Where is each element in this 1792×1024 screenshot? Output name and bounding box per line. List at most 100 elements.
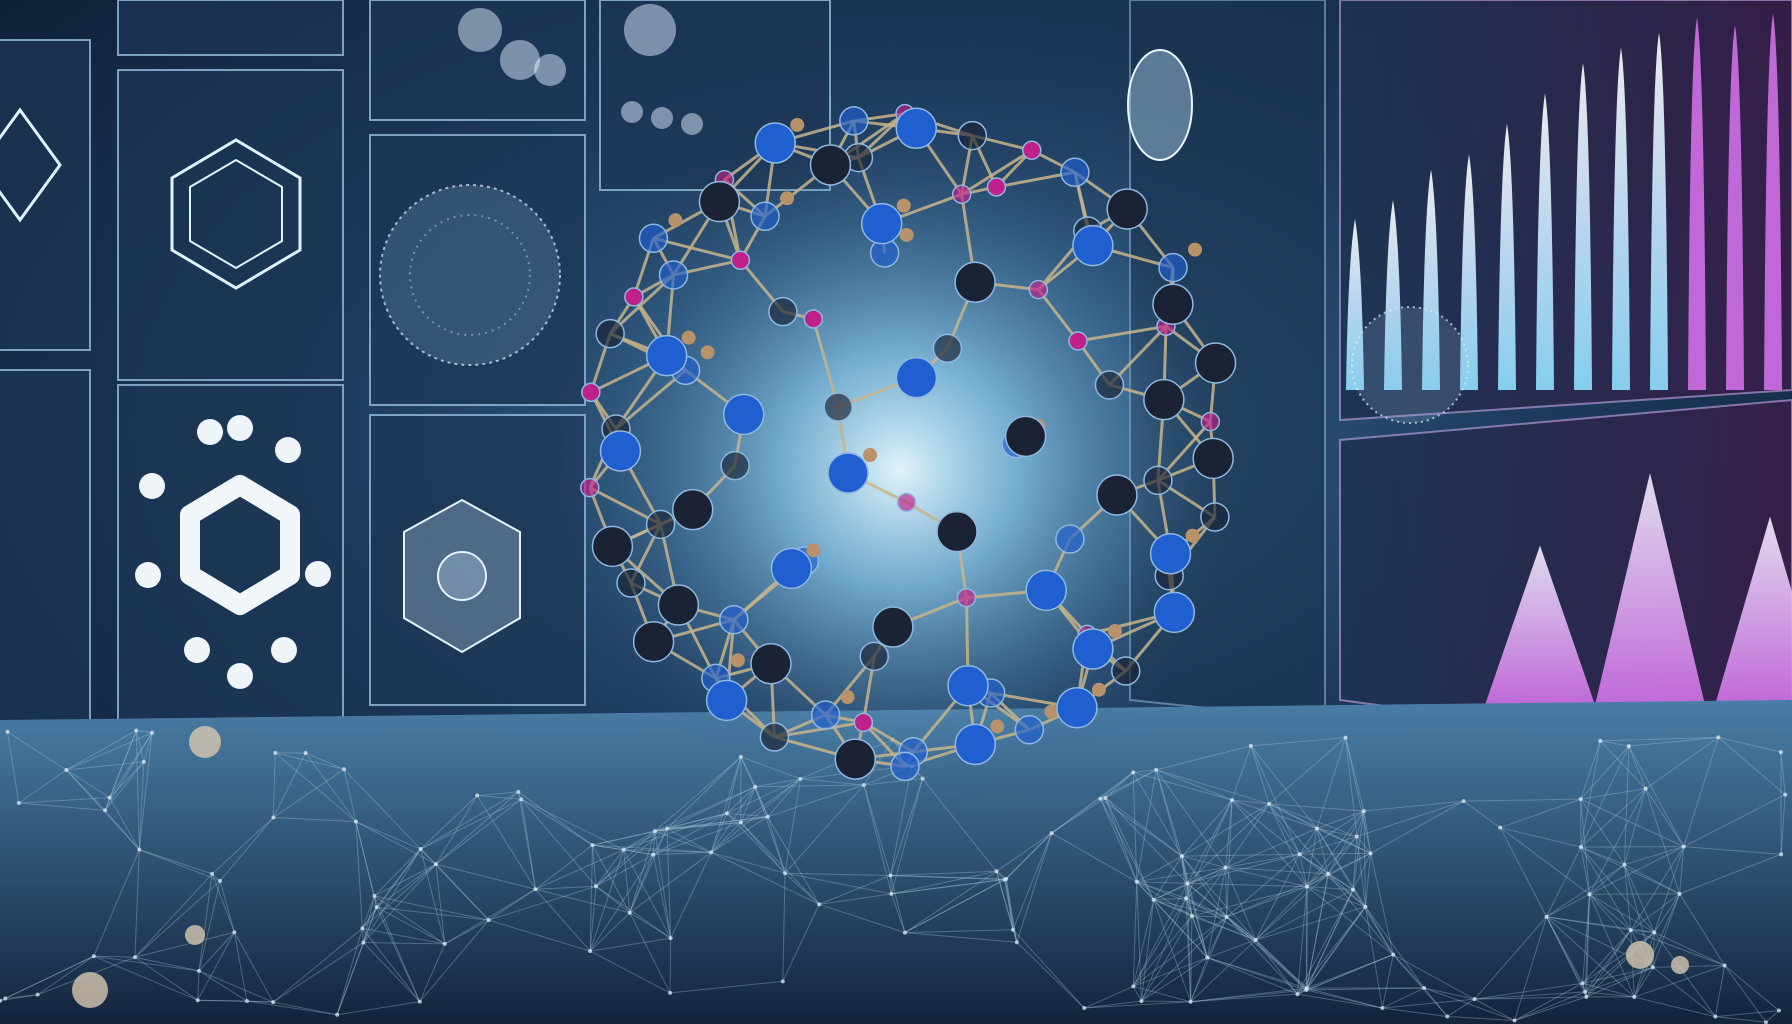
molecule-ring-icon	[135, 415, 331, 689]
atom	[645, 334, 688, 377]
atom	[730, 653, 745, 668]
lattice-sphere-icon	[1351, 306, 1469, 424]
atom	[1149, 532, 1192, 575]
atom	[936, 510, 978, 553]
atom	[1200, 411, 1221, 432]
atom	[1068, 331, 1088, 351]
atom	[872, 606, 914, 648]
spike-mark	[1764, 13, 1782, 391]
atom	[896, 198, 911, 213]
atom	[681, 330, 696, 345]
atom	[719, 604, 749, 635]
atom	[1111, 656, 1141, 686]
atom	[1072, 224, 1114, 267]
core-glow	[560, 130, 1240, 810]
atom	[1200, 502, 1230, 532]
peak-mark	[1485, 545, 1595, 705]
hexagon-icon	[458, 4, 703, 135]
atom	[754, 122, 796, 164]
atom	[834, 738, 877, 780]
lattice-sphere-icon	[379, 184, 561, 366]
atom	[581, 382, 601, 403]
atom	[863, 448, 878, 463]
atom	[1143, 378, 1185, 421]
spike-mark	[1422, 169, 1440, 390]
atom	[591, 525, 634, 568]
atom	[1022, 140, 1042, 161]
atom	[1025, 569, 1067, 612]
atom	[810, 700, 841, 730]
atom	[657, 584, 700, 626]
spike-chart	[1346, 13, 1782, 391]
atom	[658, 260, 689, 290]
atom	[1143, 465, 1173, 496]
atom	[759, 722, 790, 752]
atom	[722, 393, 765, 436]
atom	[947, 664, 989, 707]
atom	[1188, 242, 1203, 257]
spike-mark	[1650, 32, 1668, 391]
atom	[823, 392, 853, 422]
atom	[768, 296, 798, 327]
atom	[1192, 437, 1234, 480]
atom	[1072, 628, 1114, 670]
atom	[896, 492, 917, 513]
atom	[1014, 714, 1045, 745]
atom	[895, 107, 938, 150]
atom	[839, 106, 869, 136]
atom	[806, 543, 821, 558]
atom	[595, 318, 625, 349]
atom	[750, 201, 780, 232]
crystal-icon	[403, 498, 521, 654]
atom	[624, 287, 644, 307]
atom	[700, 345, 715, 360]
atom	[890, 751, 920, 782]
left-panel-wall	[0, 0, 831, 731]
atom	[803, 309, 824, 329]
atom	[599, 430, 642, 472]
atom	[932, 333, 963, 364]
atom	[899, 227, 914, 242]
spike-mark	[1460, 154, 1478, 390]
molecule-cage	[580, 103, 1237, 782]
lens-disk-icon	[1127, 49, 1193, 161]
atom	[1152, 283, 1194, 326]
spike-mark	[1612, 48, 1630, 390]
atom	[645, 509, 676, 540]
atom	[956, 587, 977, 608]
hexagon-icon	[0, 107, 302, 290]
atom	[750, 642, 792, 685]
atom	[1107, 624, 1122, 639]
atom	[954, 261, 996, 304]
atom	[1091, 682, 1106, 697]
atom	[1056, 686, 1098, 729]
atom	[705, 679, 748, 722]
spike-mark	[1346, 219, 1364, 390]
atom	[780, 191, 795, 206]
atom	[638, 223, 669, 254]
atom	[986, 177, 1007, 197]
atom	[1096, 474, 1138, 516]
atom	[671, 488, 714, 531]
atom	[668, 213, 683, 228]
atom	[1158, 252, 1188, 283]
atom	[1106, 188, 1148, 230]
atom	[1028, 279, 1049, 300]
atom	[809, 144, 852, 186]
atom	[616, 568, 646, 598]
floating-bead	[72, 726, 1689, 1008]
atom	[990, 719, 1005, 734]
atom	[827, 452, 869, 494]
floor-grid	[0, 728, 1788, 1024]
spike-mark	[1384, 200, 1402, 390]
spike-mark	[1688, 17, 1706, 390]
atom	[730, 250, 751, 271]
peak-mark	[1715, 516, 1792, 705]
atom	[853, 712, 874, 733]
peak-mark	[1595, 473, 1705, 705]
atom	[954, 723, 997, 766]
atom	[951, 184, 972, 205]
atom	[1185, 528, 1200, 543]
atom	[1004, 415, 1047, 458]
